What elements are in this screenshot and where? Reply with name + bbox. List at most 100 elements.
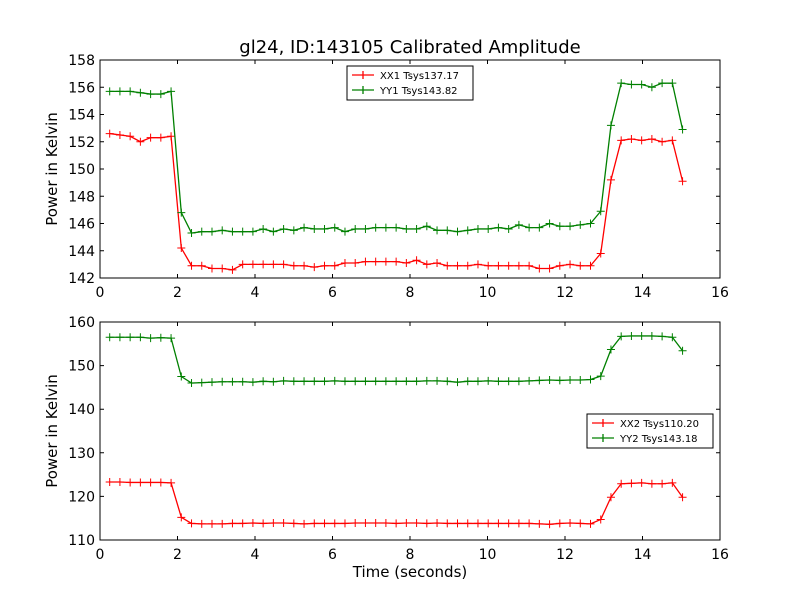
data-point bbox=[617, 136, 626, 145]
data-point bbox=[576, 519, 585, 528]
data-point bbox=[310, 519, 319, 528]
x-tick-label: 0 bbox=[96, 285, 105, 301]
chart-title: gl24, ID:143105 Calibrated Amplitude bbox=[239, 37, 580, 58]
data-point bbox=[279, 260, 288, 269]
data-point bbox=[269, 260, 278, 269]
data-point bbox=[402, 259, 411, 268]
data-point bbox=[167, 478, 176, 487]
data-point bbox=[351, 259, 360, 268]
data-point bbox=[248, 378, 257, 387]
x-tick-label: 12 bbox=[556, 285, 574, 301]
data-point bbox=[586, 519, 595, 528]
x-tick-label: 16 bbox=[711, 547, 729, 563]
data-point bbox=[197, 261, 206, 270]
data-point bbox=[494, 377, 503, 386]
data-point bbox=[647, 135, 656, 144]
data-point bbox=[463, 377, 472, 386]
x-tick-label: 6 bbox=[328, 285, 337, 301]
data-point bbox=[514, 261, 523, 270]
data-point bbox=[658, 332, 667, 341]
data-point bbox=[167, 334, 176, 343]
data-point bbox=[126, 132, 135, 141]
data-point bbox=[330, 261, 339, 270]
data-point bbox=[269, 227, 278, 236]
data-point bbox=[504, 224, 513, 233]
data-point bbox=[668, 136, 677, 145]
data-point bbox=[463, 261, 472, 270]
x-tick-label: 12 bbox=[556, 547, 574, 563]
x-tick-label: 2 bbox=[173, 547, 182, 563]
data-point bbox=[658, 137, 667, 146]
x-tick-label: 14 bbox=[634, 547, 652, 563]
data-point bbox=[177, 244, 186, 253]
data-point bbox=[453, 519, 462, 528]
data-point bbox=[330, 376, 339, 385]
data-point bbox=[279, 518, 288, 527]
data-point bbox=[525, 376, 534, 385]
data-point bbox=[596, 515, 605, 524]
data-point bbox=[473, 260, 482, 269]
data-point bbox=[504, 519, 513, 528]
data-point bbox=[545, 520, 554, 529]
y-tick-label: 150 bbox=[68, 162, 95, 178]
data-point bbox=[279, 376, 288, 385]
data-point bbox=[555, 376, 564, 385]
data-point bbox=[433, 259, 442, 268]
data-point bbox=[392, 223, 401, 232]
y-tick-label: 144 bbox=[68, 244, 95, 260]
data-point bbox=[494, 261, 503, 270]
data-point bbox=[617, 332, 626, 341]
series-line-yy1 bbox=[109, 82, 684, 234]
data-point bbox=[115, 87, 124, 96]
data-point bbox=[545, 264, 554, 273]
data-point bbox=[412, 377, 421, 386]
data-point bbox=[525, 223, 534, 232]
data-point bbox=[525, 519, 534, 528]
data-point bbox=[453, 378, 462, 387]
data-point bbox=[463, 519, 472, 528]
data-point bbox=[310, 263, 319, 272]
data-point bbox=[228, 519, 237, 528]
data-point bbox=[453, 227, 462, 236]
data-point bbox=[177, 208, 186, 217]
data-point bbox=[146, 334, 155, 343]
data-point bbox=[207, 519, 216, 528]
data-point bbox=[156, 90, 165, 99]
data-point bbox=[218, 377, 227, 386]
data-point bbox=[136, 478, 145, 487]
data-point bbox=[381, 518, 390, 527]
data-point bbox=[126, 333, 135, 342]
data-point bbox=[361, 224, 370, 233]
x-tick-label: 4 bbox=[251, 285, 260, 301]
data-point bbox=[228, 377, 237, 386]
data-point bbox=[606, 121, 615, 130]
y-tick-label: 142 bbox=[68, 271, 95, 287]
data-point bbox=[443, 519, 452, 528]
data-point bbox=[586, 261, 595, 270]
data-point bbox=[576, 220, 585, 229]
data-point bbox=[535, 264, 544, 273]
data-point bbox=[218, 226, 227, 235]
data-point bbox=[197, 519, 206, 528]
data-point bbox=[136, 333, 145, 342]
data-point bbox=[668, 79, 677, 88]
data-point bbox=[289, 226, 298, 235]
data-point bbox=[381, 377, 390, 386]
legend-swatch bbox=[592, 434, 614, 442]
data-point bbox=[617, 79, 626, 88]
y-tick-label: 158 bbox=[68, 53, 95, 69]
data-point bbox=[197, 378, 206, 387]
x-tick-label: 2 bbox=[173, 285, 182, 301]
data-point bbox=[126, 87, 135, 96]
data-point bbox=[433, 518, 442, 527]
data-point bbox=[422, 376, 431, 385]
data-point bbox=[381, 257, 390, 266]
data-point bbox=[330, 223, 339, 232]
data-point bbox=[197, 227, 206, 236]
data-point bbox=[637, 331, 646, 340]
data-point bbox=[402, 224, 411, 233]
data-point bbox=[586, 375, 595, 384]
legend-box bbox=[586, 413, 714, 449]
data-point bbox=[514, 377, 523, 386]
data-point bbox=[371, 223, 380, 232]
